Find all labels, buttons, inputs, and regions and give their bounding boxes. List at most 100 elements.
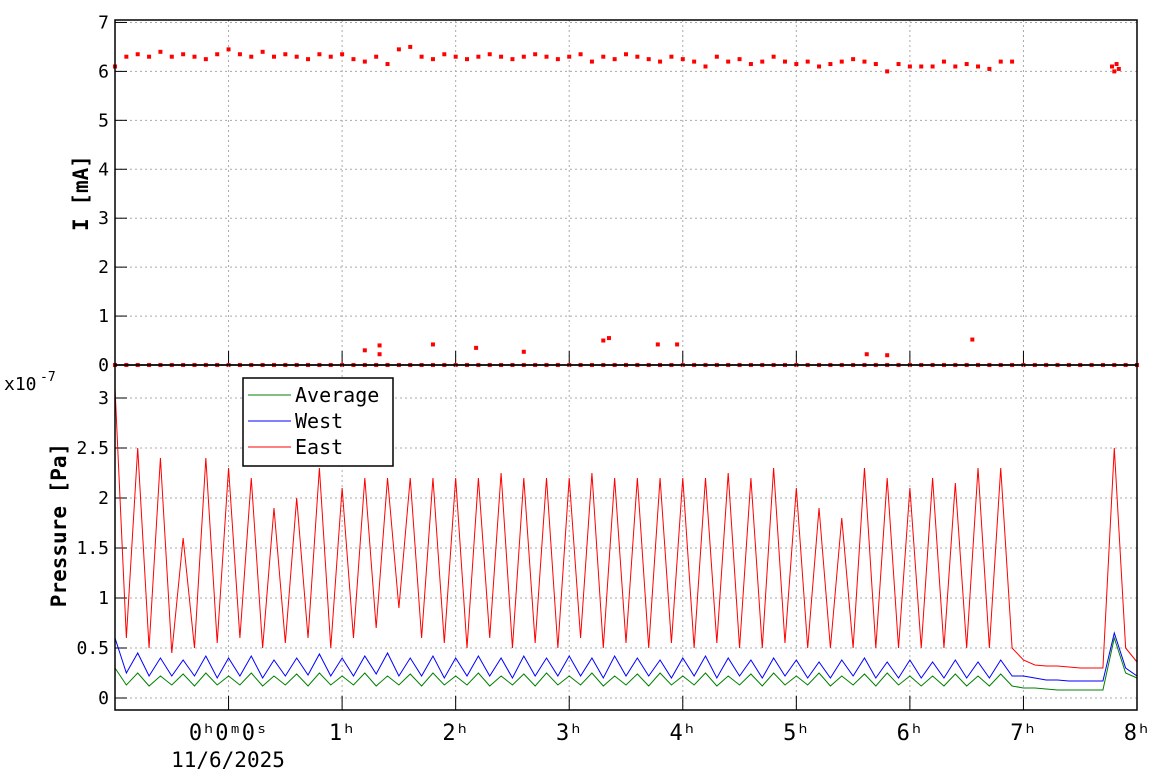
point — [771, 54, 776, 59]
point — [419, 54, 424, 59]
y-tick-label: 0.5 — [76, 638, 109, 659]
x-date-label: 11/6/2025 — [171, 748, 285, 772]
point — [606, 336, 611, 341]
y-tick-label: 3 — [98, 208, 109, 229]
x-tick-label: 3ʰ — [556, 721, 583, 746]
point — [396, 47, 401, 52]
point — [476, 54, 481, 59]
point — [589, 59, 594, 64]
series-line — [114, 636, 1138, 691]
x-tick-label: 5ʰ — [783, 721, 810, 746]
point — [828, 62, 833, 67]
point — [885, 69, 890, 74]
series-line — [114, 631, 1138, 682]
point — [260, 49, 265, 54]
legend-label: East — [295, 435, 343, 459]
point — [169, 54, 174, 59]
x-tick-label: 6ʰ — [897, 721, 924, 746]
point — [692, 59, 697, 64]
point — [987, 66, 992, 71]
point — [487, 52, 492, 57]
point — [555, 57, 560, 62]
point — [362, 59, 367, 64]
point — [385, 62, 390, 67]
point — [237, 52, 242, 57]
point — [283, 52, 288, 57]
y-tick-label: 4 — [98, 159, 109, 180]
point — [192, 54, 197, 59]
legend-label: Average — [295, 383, 379, 407]
point — [953, 64, 958, 69]
point — [226, 47, 231, 52]
point — [760, 59, 765, 64]
point — [970, 337, 975, 342]
point — [635, 54, 640, 59]
point — [499, 54, 504, 59]
point — [377, 343, 382, 348]
point — [567, 54, 572, 59]
point — [271, 54, 276, 59]
y-tick-label: 7 — [98, 12, 109, 33]
y-tick-label: 3 — [98, 388, 109, 409]
point — [578, 52, 583, 57]
point — [442, 52, 447, 57]
point — [998, 59, 1003, 64]
point — [658, 59, 663, 64]
point — [362, 348, 367, 353]
point — [612, 57, 617, 62]
point — [907, 64, 912, 69]
point — [862, 59, 867, 64]
y-tick-label: 6 — [98, 61, 109, 82]
y-tick-label: 2.5 — [76, 438, 109, 459]
point — [624, 52, 628, 57]
point — [782, 59, 787, 64]
point — [374, 54, 379, 59]
point — [601, 338, 606, 343]
point — [340, 52, 345, 57]
y-tick-label: 0 — [98, 355, 109, 376]
x-tick-label: 4ʰ — [670, 721, 697, 746]
point — [1114, 62, 1119, 67]
point — [317, 52, 322, 57]
point — [675, 342, 680, 347]
point — [976, 64, 981, 69]
point — [930, 64, 935, 69]
point — [726, 59, 731, 64]
point — [703, 64, 708, 69]
point — [1112, 69, 1117, 74]
point — [839, 59, 844, 64]
y-exponent: -7 — [40, 370, 56, 385]
point — [521, 54, 526, 59]
point — [646, 57, 651, 62]
point — [328, 54, 333, 59]
x-tick-label: 2ʰ — [442, 721, 469, 746]
point — [181, 52, 186, 57]
point — [474, 345, 479, 350]
x-tick-label: 8ʰ — [1124, 721, 1151, 746]
point — [294, 54, 299, 59]
point — [203, 57, 208, 62]
point — [737, 57, 742, 62]
point — [521, 349, 526, 354]
point — [215, 52, 220, 57]
point — [510, 57, 515, 62]
y-axis-title: Pressure [Pa] — [47, 443, 71, 607]
x-tick-label: 1ʰ — [329, 721, 356, 746]
point — [817, 64, 822, 69]
point — [533, 52, 538, 57]
point — [351, 57, 356, 62]
point — [864, 352, 869, 357]
point — [249, 54, 254, 59]
point — [669, 54, 674, 59]
plot-frame — [114, 364, 1138, 711]
point — [873, 62, 878, 67]
y-tick-label: 1.5 — [76, 538, 109, 559]
point — [919, 64, 924, 69]
series-line — [114, 387, 1138, 669]
point — [964, 62, 969, 67]
point — [896, 62, 901, 67]
point — [377, 352, 382, 357]
point — [465, 57, 470, 62]
